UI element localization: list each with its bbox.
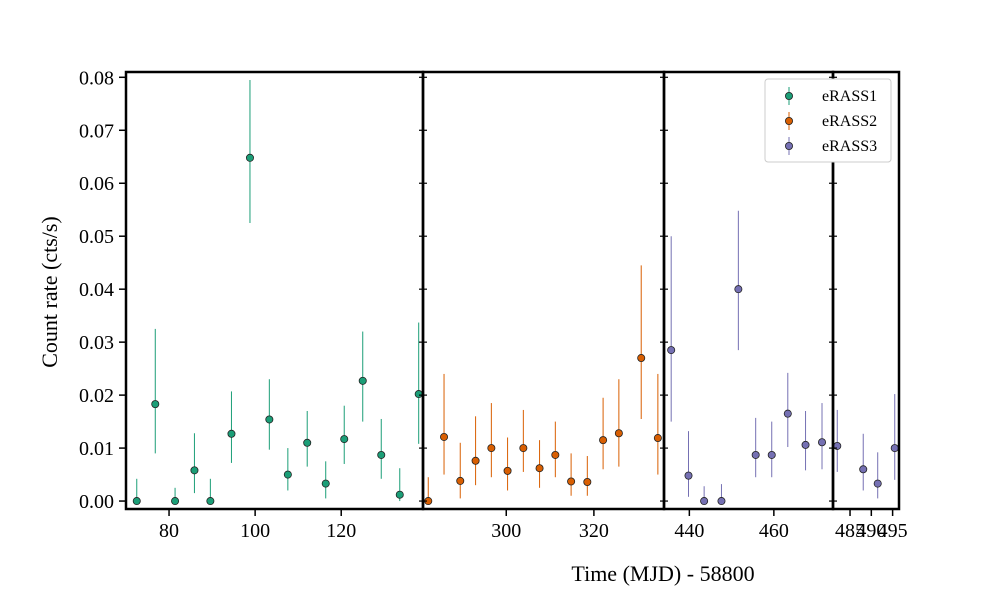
data-point-erass1	[321, 479, 330, 488]
y-tick-label: 0.04	[79, 279, 114, 301]
x-tick-label: 300	[491, 520, 521, 542]
data-point-erass2	[637, 354, 646, 363]
y-tick-label: 0.01	[79, 438, 114, 460]
x-tick-label: 100	[240, 520, 270, 542]
legend-frame	[764, 78, 892, 163]
legend-marker-erass2	[785, 117, 794, 126]
y-tick-label: 0.07	[79, 120, 114, 142]
data-point-erass1	[265, 415, 274, 424]
data-point-erass2	[535, 464, 544, 473]
data-point-erass2	[487, 444, 496, 453]
data-point-erass2	[614, 429, 623, 438]
data-point-erass1	[283, 470, 292, 479]
data-point-erass3	[667, 346, 676, 355]
data-point-erass1	[206, 497, 215, 506]
panel-frame	[124, 70, 425, 511]
data-point-erass2	[567, 477, 576, 486]
data-point-erass3	[783, 409, 792, 418]
data-point-erass3	[684, 471, 693, 480]
legend-label-erass1: eRASS1	[822, 88, 877, 105]
x-tick-label: 485	[835, 520, 865, 542]
x-tick-label: 320	[579, 520, 609, 542]
x-tick-label: 80	[159, 520, 179, 542]
data-point-erass3	[700, 497, 709, 506]
data-point-erass3	[717, 497, 726, 506]
data-point-erass1	[395, 490, 404, 499]
data-point-erass2	[519, 444, 528, 453]
data-point-erass3	[734, 285, 743, 294]
data-point-erass2	[599, 436, 608, 445]
x-tick-label: 440	[674, 520, 704, 542]
data-point-erass1	[377, 450, 386, 459]
legend-marker-erass1	[785, 92, 794, 101]
legend-label-erass3: eRASS3	[822, 138, 877, 155]
x-tick-label: 120	[326, 520, 356, 542]
data-point-erass2	[456, 476, 465, 485]
data-point-erass2	[583, 477, 592, 486]
data-point-erass2	[440, 432, 449, 441]
data-point-erass3	[751, 450, 760, 459]
data-point-erass1	[132, 497, 141, 506]
legend: eRASS1 eRASS2 eRASS3	[764, 78, 892, 163]
data-marks	[132, 79, 899, 506]
x-tick-label: 495	[878, 520, 908, 542]
data-point-erass2	[653, 434, 662, 443]
data-point-erass1	[358, 376, 367, 385]
y-tick-label: 0.08	[79, 67, 114, 89]
data-point-erass3	[873, 479, 882, 488]
panel-frame	[421, 70, 666, 511]
data-point-erass2	[551, 450, 560, 459]
axes-frame	[124, 70, 901, 511]
data-point-erass2	[503, 466, 512, 475]
y-tick-label: 0.06	[79, 173, 114, 195]
data-point-erass3	[767, 450, 776, 459]
y-axis-label: Count rate (cts/s)	[37, 216, 62, 368]
data-point-erass1	[190, 466, 199, 475]
panel-frame	[831, 70, 901, 511]
data-point-erass3	[818, 438, 827, 447]
data-point-erass1	[340, 435, 349, 444]
x-axis-label: Time (MJD) - 58800	[571, 561, 754, 586]
legend-marker-erass3	[785, 141, 794, 150]
data-point-erass1	[227, 429, 236, 438]
y-tick-label: 0.05	[79, 226, 114, 248]
x-tick-label: 490	[856, 520, 886, 542]
data-point-erass1	[151, 400, 160, 409]
data-point-erass2	[471, 456, 480, 465]
data-point-erass1	[303, 438, 312, 447]
data-point-erass3	[890, 444, 899, 453]
data-point-erass1	[171, 497, 180, 506]
data-point-erass3	[801, 440, 810, 449]
y-tick-label: 0.02	[79, 385, 114, 407]
data-point-erass3	[859, 465, 868, 474]
data-point-erass1	[245, 153, 254, 162]
data-point-erass1	[414, 390, 423, 399]
x-tick-label: 460	[759, 520, 789, 542]
y-tick-label: 0.03	[79, 332, 114, 354]
y-tick-label: 0.00	[79, 491, 114, 513]
legend-label-erass2: eRASS2	[822, 113, 877, 130]
